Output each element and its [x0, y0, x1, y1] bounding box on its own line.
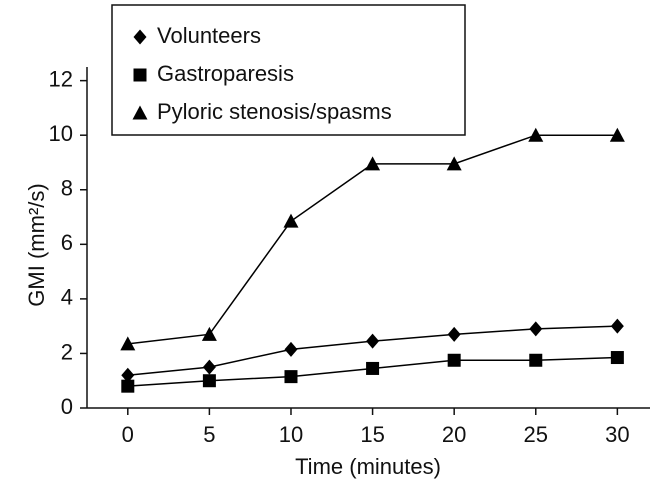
y-tick-label: 6 [61, 230, 73, 255]
marker [284, 370, 298, 384]
marker [202, 374, 216, 388]
y-tick-label: 4 [61, 285, 73, 310]
x-tick-label: 15 [360, 422, 384, 447]
x-tick-label: 5 [203, 422, 215, 447]
marker [121, 379, 135, 393]
marker [447, 353, 461, 367]
marker [447, 326, 461, 342]
legend-label: Pyloric stenosis/spasms [157, 99, 392, 124]
y-tick-label: 8 [61, 176, 73, 201]
x-tick-label: 20 [442, 422, 466, 447]
y-tick-label: 12 [49, 66, 73, 91]
legend-label: Gastroparesis [157, 61, 294, 86]
x-tick-label: 10 [279, 422, 303, 447]
legend-label: Volunteers [157, 23, 261, 48]
marker [284, 341, 298, 357]
legend-marker [132, 105, 148, 120]
marker [366, 361, 380, 375]
x-tick-label: 0 [122, 422, 134, 447]
marker [202, 359, 216, 375]
y-tick-label: 10 [49, 121, 73, 146]
marker [283, 213, 299, 228]
legend-marker [133, 29, 147, 45]
marker [201, 326, 217, 341]
y-tick-label: 0 [61, 394, 73, 419]
legend-marker [133, 68, 147, 82]
x-axis-label: Time (minutes) [295, 454, 441, 479]
legend-box [111, 4, 466, 136]
x-tick-label: 25 [524, 422, 548, 447]
x-tick-label: 30 [605, 422, 629, 447]
y-tick-label: 2 [61, 339, 73, 364]
marker [529, 353, 543, 367]
marker [610, 318, 624, 334]
marker [609, 127, 625, 142]
marker [529, 321, 543, 337]
y-axis-label: GMI (mm²/s) [24, 183, 49, 306]
marker [610, 351, 624, 365]
marker [365, 156, 381, 171]
marker [446, 156, 462, 171]
marker [120, 336, 136, 351]
marker [121, 367, 135, 383]
marker [528, 127, 544, 142]
marker [366, 333, 380, 349]
